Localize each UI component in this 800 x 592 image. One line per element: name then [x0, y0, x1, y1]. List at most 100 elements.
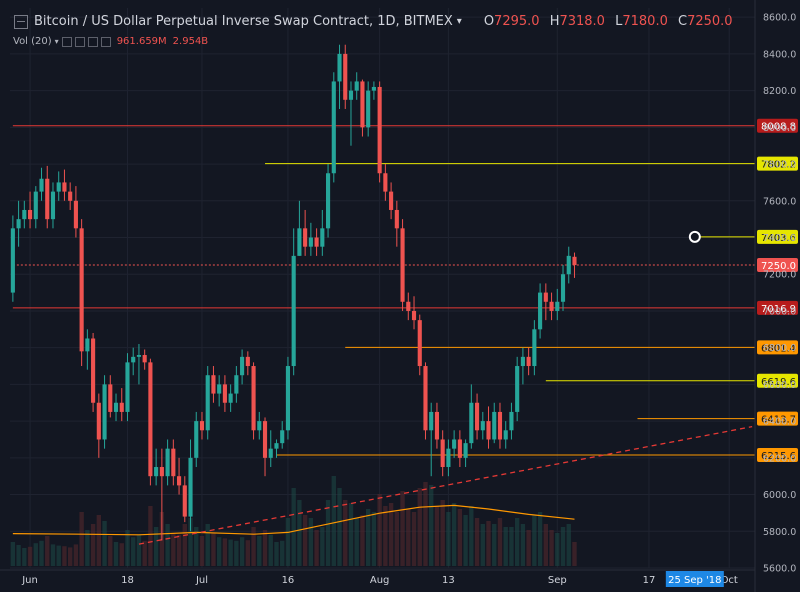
- chevron-down-icon[interactable]: ▾: [54, 37, 59, 46]
- candle-body: [417, 320, 422, 367]
- volume-bar: [131, 537, 136, 566]
- price-tick-label: 5800.0: [763, 527, 796, 538]
- chevron-down-icon[interactable]: ▾: [456, 16, 462, 27]
- close-icon[interactable]: [87, 36, 98, 47]
- volume-bar: [474, 518, 480, 566]
- volume-bar: [377, 494, 382, 566]
- candle-body: [469, 402, 474, 444]
- volume-bar: [497, 518, 503, 566]
- collapse-legend-button[interactable]: [14, 15, 28, 29]
- price-level-tag: [757, 373, 798, 388]
- volume-bar: [331, 476, 336, 566]
- price-tick-label: 6200.0: [763, 453, 796, 464]
- price-tick-label: 7200.0: [763, 270, 796, 281]
- candle-body: [45, 178, 50, 220]
- price-tick-label: 6000.0: [763, 490, 796, 501]
- time-tick-label: Sep: [548, 575, 567, 586]
- candle-body: [337, 53, 342, 82]
- candle-body: [503, 430, 508, 440]
- candle-body: [497, 411, 503, 440]
- candle-body: [159, 467, 164, 477]
- candle-body: [211, 375, 216, 394]
- candle-body: [360, 81, 365, 128]
- volume-bar: [411, 512, 417, 566]
- symbol-title[interactable]: Bitcoin / US Dollar Perpetual Inverse Sw…: [34, 14, 453, 29]
- volume-bar: [285, 518, 291, 566]
- candle-body: [136, 355, 142, 357]
- volume-bar: [371, 512, 377, 566]
- candle-body: [532, 329, 537, 367]
- candle-body: [274, 443, 279, 449]
- volume-bar: [234, 540, 239, 566]
- candle-body: [176, 476, 182, 486]
- volume-bar: [446, 512, 451, 566]
- candle-body: [440, 439, 445, 468]
- volume-bar: [423, 482, 428, 566]
- candle-body: [228, 393, 233, 403]
- candle-body: [377, 86, 382, 174]
- volume-bar: [16, 545, 21, 566]
- volume-bar: [102, 521, 107, 566]
- volume-bar: [27, 546, 33, 566]
- time-tick-label: Jul: [195, 575, 208, 586]
- candle-body: [566, 255, 571, 275]
- candle-body: [50, 191, 56, 220]
- volume-bar: [354, 518, 359, 566]
- price-tick-label: 7400.0: [763, 233, 796, 244]
- price-level-tag: [757, 411, 798, 426]
- volume-bar: [365, 509, 371, 566]
- volume-bar: [136, 534, 142, 566]
- horizontal-levels[interactable]: [12, 125, 755, 456]
- high-label: H: [549, 14, 560, 29]
- volume-bar: [325, 500, 331, 566]
- price-level-value: 6801.4: [761, 343, 796, 354]
- price-tick-label: 5600.0: [763, 564, 796, 575]
- price-level-tag: [757, 340, 798, 355]
- volume-bar: [22, 548, 27, 566]
- crosshair-date-label: 25 Sep '18: [668, 575, 721, 586]
- candle-body: [280, 430, 285, 444]
- volume-bar: [457, 509, 463, 566]
- volume-bar: [537, 512, 543, 566]
- candle-body: [39, 178, 44, 192]
- candle-body: [16, 219, 21, 229]
- time-tick-label: 17: [643, 575, 656, 586]
- volume-bar: [297, 500, 302, 566]
- volume-bar: [486, 521, 491, 566]
- volume-bar: [188, 518, 193, 566]
- volume-bar: [85, 530, 90, 566]
- price-tick-label: 6400.0: [763, 417, 796, 428]
- candle-body: [27, 209, 33, 220]
- ohlc-values: O7295.0 H7318.0 L7180.0 C7250.0: [478, 14, 733, 29]
- candle-body: [91, 338, 96, 403]
- price-level-value: 7403.6: [761, 233, 796, 244]
- volume-bar: [543, 524, 549, 566]
- candle-body: [73, 200, 78, 229]
- candle-body: [452, 439, 457, 449]
- price-level-value: 6413.7: [761, 415, 796, 426]
- volume-bar: [314, 530, 319, 566]
- chart-grid: [10, 8, 755, 569]
- more-icon[interactable]: [100, 36, 111, 47]
- volume-label[interactable]: Vol (20): [13, 36, 52, 47]
- volume-bar: [171, 533, 176, 566]
- candle-body: [85, 338, 90, 352]
- candle-body: [188, 457, 193, 517]
- volume-bar: [45, 536, 50, 566]
- time-tick-label: Aug: [370, 575, 390, 586]
- trendline-layer[interactable]: [138, 425, 753, 545]
- volume-bar: [400, 491, 405, 566]
- candle-body: [423, 366, 428, 431]
- candle-body: [555, 301, 560, 311]
- eye-icon[interactable]: [61, 36, 72, 47]
- candle-body: [257, 421, 262, 431]
- candle-body: [240, 356, 245, 376]
- price-level-tag: [757, 118, 798, 133]
- volume-bar: [113, 542, 119, 566]
- volume-bar: [520, 524, 526, 566]
- price-tick-label: 8600.0: [763, 13, 796, 24]
- candle-body: [314, 237, 319, 247]
- settings-icon[interactable]: [74, 36, 85, 47]
